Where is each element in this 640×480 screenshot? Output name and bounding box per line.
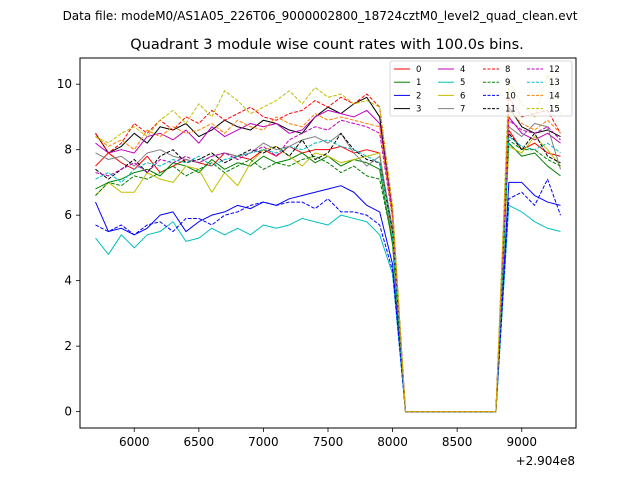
x-tick-label: 8000 — [377, 435, 408, 449]
chart-title: Quadrant 3 module wise count rates with … — [130, 37, 524, 53]
y-tick-label: 4 — [64, 274, 72, 288]
x-tick-label: 7000 — [248, 435, 279, 449]
series-line-5 — [95, 204, 561, 413]
y-tick-label: 6 — [64, 208, 72, 222]
x-tick-label: 6500 — [184, 435, 215, 449]
legend-box — [389, 60, 573, 117]
series-line-7 — [95, 122, 561, 413]
legend-label-2: 2 — [416, 91, 421, 101]
legend-label-8: 8 — [505, 65, 510, 75]
y-tick-label: 8 — [64, 143, 72, 157]
x-offset-label: +2.904e8 — [516, 454, 575, 468]
legend-label-1: 1 — [416, 78, 421, 88]
series-line-4 — [95, 109, 561, 413]
series-layer — [95, 73, 561, 413]
series-line-6 — [95, 136, 561, 413]
series-line-14 — [95, 109, 561, 413]
series-line-0 — [95, 129, 561, 413]
series-line-2 — [95, 181, 561, 413]
legend-label-3: 3 — [416, 105, 421, 115]
chart-suptitle: Data file: modeM0/AS1A05_226T06_90000028… — [63, 9, 578, 23]
legend-label-11: 11 — [505, 105, 516, 115]
legend-label-12: 12 — [549, 65, 560, 75]
legend-label-0: 0 — [416, 65, 421, 75]
x-tick-label: 6000 — [119, 435, 150, 449]
y-axis-ticks: 0 2 4 6 8 10 — [57, 77, 80, 419]
legend-label-6: 6 — [460, 91, 465, 101]
y-tick-label: 0 — [64, 405, 72, 419]
series-line-11 — [95, 132, 561, 413]
legend-label-7: 7 — [460, 105, 465, 115]
legend-label-15: 15 — [549, 105, 560, 115]
legend-label-5: 5 — [460, 78, 465, 88]
x-tick-label: 8500 — [442, 435, 473, 449]
x-tick-label: 9000 — [506, 435, 537, 449]
x-axis-ticks: 6000 6500 7000 7500 8000 8500 9000 — [119, 428, 537, 449]
series-line-8 — [95, 93, 561, 413]
y-tick-label: 10 — [57, 77, 72, 91]
legend-label-9: 9 — [505, 78, 510, 88]
series-line-3 — [95, 96, 561, 413]
x-tick-label: 7500 — [313, 435, 344, 449]
legend-label-4: 4 — [460, 65, 465, 75]
series-line-1 — [95, 142, 561, 413]
legend-label-13: 13 — [549, 78, 560, 88]
series-line-13 — [95, 136, 561, 413]
y-tick-label: 2 — [64, 339, 72, 353]
legend-label-14: 14 — [549, 91, 560, 101]
legend-label-10: 10 — [505, 91, 516, 101]
series-line-15 — [95, 73, 561, 413]
